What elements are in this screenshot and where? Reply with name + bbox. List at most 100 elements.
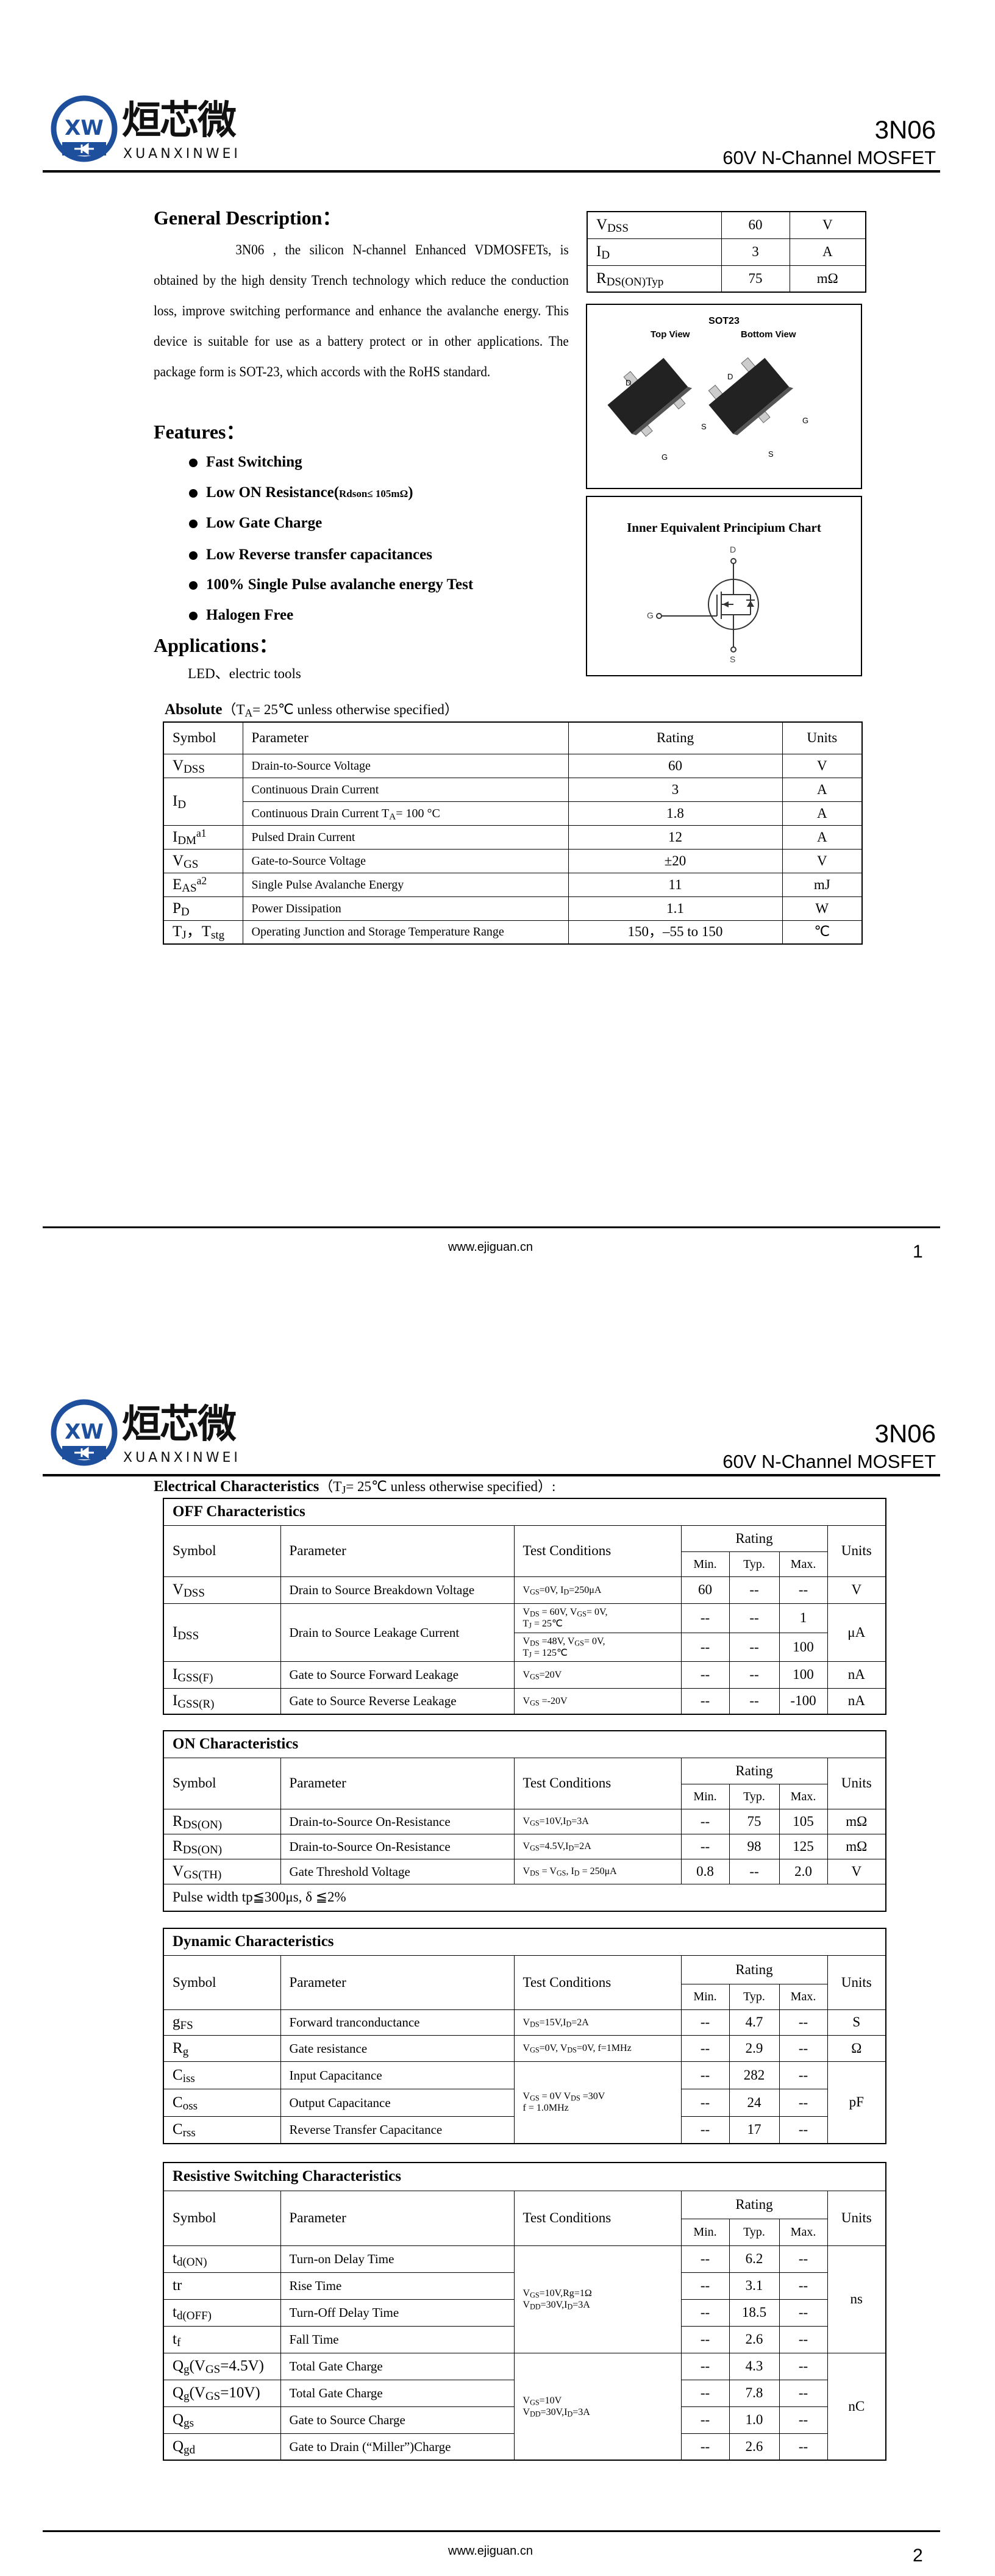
header-parameter: Parameter	[280, 1525, 515, 1577]
logo-en: XUANXINWEI	[123, 1450, 241, 1465]
symbol-cell: td(OFF)	[163, 2299, 281, 2327]
table-row: Qg(VGS=4.5V) Total Gate Charge VGS=10V VDD=…	[163, 2352, 886, 2461]
logo-mark-icon: XW	[51, 95, 118, 162]
rating-cell: 1.8	[568, 801, 783, 826]
footer-url[interactable]: www.ejiguan.cn	[448, 2544, 533, 2558]
min-cell: --	[680, 2379, 730, 2407]
header-typ: Typ.	[729, 2218, 780, 2246]
part-number: 3N06	[874, 1419, 936, 1448]
table-row: Qgs Gate to Source Charge -- 1.0 --	[163, 2406, 886, 2434]
max-cell: --	[779, 2009, 828, 2036]
pin-g-label-bottom: G	[802, 416, 809, 425]
table-row: RDS(ON)Typ 75 mΩ	[587, 265, 866, 293]
min-cell: --	[680, 2245, 730, 2273]
general-description-text: 3N06 , the silicon N-channel Enhanced VD…	[154, 242, 569, 379]
table-row: ID Continuous Drain Current 3 A	[163, 777, 863, 826]
table-row: VDSS Drain to Source Breakdown Voltage VGS…	[163, 1576, 886, 1604]
bullet-icon	[189, 489, 198, 498]
header-units: Units	[827, 1525, 886, 1577]
header-parameter: Parameter	[280, 1955, 515, 2010]
unit-cell: V	[789, 211, 866, 239]
table-row: VDSS Drain-to-Source Voltage 60 V	[163, 753, 863, 778]
pin-g-label: G	[662, 453, 668, 462]
symbol-cell: Qgd	[163, 2433, 281, 2461]
header-max: Max.	[779, 1783, 828, 1809]
header-typ: Typ.	[729, 1551, 780, 1577]
table-row: Qgd Gate to Drain (“Miller”)Charge -- 2.6 --	[163, 2433, 886, 2461]
on-characteristics-table: ON Characteristics Symbol Parameter Test Co…	[163, 1730, 887, 1912]
table-row: td(OFF) Turn-Off Delay Time -- 18.5 --	[163, 2299, 886, 2327]
table-note: Pulse width tp≦300μs, δ ≦2%	[163, 1883, 886, 1912]
top-view-label: Top View	[651, 329, 690, 340]
parameter-cell: Turn-Off Delay Time	[280, 2299, 515, 2327]
conditions-cell: VGS =-20V	[513, 1687, 682, 1715]
header-conditions: Test Conditions	[513, 2190, 682, 2246]
header-symbol: Symbol	[163, 1525, 281, 1577]
pin-s-label: S	[701, 422, 707, 431]
min-cell: --	[680, 2009, 730, 2036]
max-cell: --	[779, 2088, 828, 2117]
table-row: Crss Reverse Transfer Capacitance -- 17 --	[163, 2116, 886, 2144]
value-cell: 75	[721, 265, 790, 293]
feature-item: 100% Single Pulse avalanche energy Test	[189, 576, 473, 594]
logo-cjk: 烜芯微	[122, 98, 237, 143]
parameter-cell: Drain-to-Source On-Resistance	[280, 1808, 515, 1834]
table-row: Qg(VGS=10V) Total Gate Charge -- 7.8 --	[163, 2379, 886, 2407]
min-cell: --	[680, 1687, 730, 1715]
symbol-cell: RDS(ON)	[163, 1833, 281, 1859]
conditions-cell: VDS=15V,ID=2A	[513, 2009, 682, 2036]
logo-mark-icon: XW	[51, 1399, 118, 1466]
unit-cell: pF	[827, 2061, 886, 2144]
rating-cell: ±20	[568, 848, 783, 873]
min-cell: --	[680, 2325, 730, 2353]
general-description-title: General Description：	[154, 207, 342, 229]
footer-url[interactable]: www.ejiguan.cn	[448, 1240, 533, 1254]
typ-cell: 6.2	[729, 2245, 780, 2273]
header-typ: Typ.	[729, 1783, 780, 1809]
min-cell: --	[680, 2034, 730, 2062]
header-rating: Rating	[680, 2190, 828, 2219]
typ-cell: 2.6	[729, 2433, 780, 2461]
svg-text:XW: XW	[65, 1420, 104, 1444]
table-row: Continuous Drain Current TA= 100 °C 1.8 A	[163, 801, 863, 826]
parameter-cell: Continuous Drain Current	[242, 777, 569, 802]
parameter-cell: Drain to Source Breakdown Voltage	[280, 1576, 515, 1604]
feature-text: 100% Single Pulse avalanche energy Test	[206, 576, 474, 593]
min-cell: --	[680, 2352, 730, 2380]
min-cell: --	[680, 1661, 730, 1689]
parameter-cell: Drain to Source Leakage Current	[280, 1603, 515, 1662]
table-row: EASa2 Single Pulse Avalanche Energy 11 mJ	[163, 872, 863, 897]
min-cell: --	[680, 2061, 730, 2089]
min-cell: 60	[680, 1576, 730, 1604]
unit-cell: V	[827, 1858, 886, 1884]
symbol-cell: RDS(ON)Typ	[587, 265, 722, 293]
header-conditions: Test Conditions	[513, 1525, 682, 1577]
symbol-cell: Rg	[163, 2034, 281, 2062]
bullet-icon	[189, 551, 198, 560]
table-row: Symbol Parameter Test Conditions Rating Unit…	[163, 1525, 886, 1577]
feature-item: Low Gate Charge	[189, 514, 322, 532]
typ-cell: 18.5	[729, 2299, 780, 2327]
typ-cell: 1.0	[729, 2406, 780, 2434]
table-row: Min. Typ. Max.	[163, 2218, 886, 2246]
unit-cell: mΩ	[827, 1808, 886, 1834]
max-cell: 105	[779, 1808, 828, 1834]
header-parameter: Parameter	[280, 2190, 515, 2246]
unit-cell: mΩ	[789, 265, 866, 293]
parameter-cell: Continuous Drain Current TA= 100 °C	[242, 801, 569, 826]
schematic-d-label: D	[730, 545, 736, 554]
parameter-cell: Drain-to-Source On-Resistance	[280, 1833, 515, 1859]
min-cell: --	[680, 2272, 730, 2300]
schematic-s-label: S	[730, 654, 736, 664]
header-symbol: Symbol	[163, 721, 243, 754]
min-cell: --	[680, 2299, 730, 2327]
parameter-cell: Gate resistance	[280, 2034, 515, 2062]
header-max: Max.	[779, 1551, 828, 1577]
footer-divider	[43, 2530, 940, 2532]
parameter-cell: Gate to Source Charge	[280, 2406, 515, 2434]
header-conditions: Test Conditions	[513, 1955, 682, 2010]
header-symbol: Symbol	[163, 1757, 281, 1809]
schematic-g-label: G	[647, 610, 654, 620]
value-cell: 60	[721, 211, 790, 239]
page-number: 2	[913, 2546, 923, 2566]
